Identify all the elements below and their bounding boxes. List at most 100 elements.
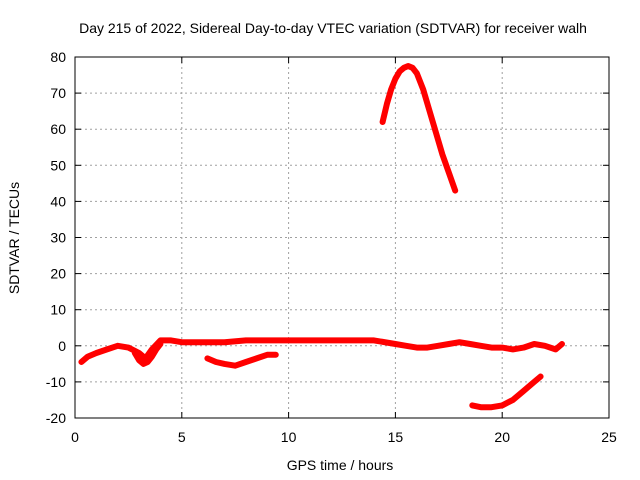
data-point (307, 338, 313, 343)
data-point (521, 388, 526, 394)
data-point (200, 339, 206, 345)
x-tick-label: 15 (388, 429, 404, 445)
series-line-segment-low-6-9h (204, 351, 279, 369)
series-layer (78, 63, 565, 411)
data-point (273, 352, 278, 358)
y-axis-label: SDTVAR / TECUs (6, 182, 22, 294)
x-tick-label: 5 (178, 429, 186, 445)
y-tick-label: 10 (50, 302, 66, 318)
data-point (145, 359, 150, 365)
series-line-segment-peak-14-18h (379, 63, 459, 194)
data-point (153, 347, 159, 352)
data-point (433, 130, 439, 136)
data-point (559, 341, 565, 347)
data-point (425, 345, 430, 350)
data-point (453, 188, 458, 193)
x-tick-label: 10 (281, 429, 297, 445)
data-point (410, 65, 415, 71)
data-point (371, 338, 377, 343)
chart-title: Day 215 of 2022, Sidereal Day-to-day VTE… (79, 20, 587, 36)
data-point (243, 338, 249, 343)
data-point (179, 339, 184, 345)
data-point (126, 345, 131, 350)
data-point (500, 403, 505, 408)
data-point (500, 345, 505, 350)
data-point (478, 404, 484, 410)
data-point (393, 341, 398, 347)
y-tick-label: -10 (46, 374, 66, 390)
data-point (457, 339, 462, 345)
data-point (141, 361, 146, 367)
data-point (190, 339, 195, 345)
data-point (446, 170, 451, 175)
y-tick-label: 80 (50, 49, 66, 65)
data-point (521, 345, 526, 350)
data-point (489, 345, 494, 350)
data-point (406, 63, 411, 69)
data-point (205, 356, 210, 361)
x-axis-label: GPS time / hours (287, 457, 394, 473)
y-tick-label: 0 (58, 338, 66, 354)
x-tick-label: 20 (494, 429, 510, 445)
data-point (213, 359, 219, 365)
data-point (384, 101, 390, 107)
data-point (401, 65, 407, 71)
y-tick-label: 70 (50, 85, 66, 101)
data-point (414, 71, 419, 76)
data-point (420, 87, 426, 92)
data-point (222, 361, 227, 367)
data-point (380, 119, 385, 125)
data-point (388, 87, 394, 92)
data-point (265, 338, 270, 343)
ticks: 0 5 10 15 20 25 -20 -10 0 10 20 30 40 50 60 70 80 (46, 49, 617, 445)
data-point (115, 343, 120, 348)
y-tick-label: 50 (50, 157, 66, 173)
data-point (85, 354, 91, 359)
data-point (94, 350, 99, 356)
data-point (532, 379, 537, 385)
data-point (435, 343, 441, 348)
y-tick-label: 30 (50, 230, 66, 246)
data-point (414, 345, 419, 350)
y-tick-label: -20 (46, 410, 66, 426)
data-point (136, 358, 142, 363)
data-point (478, 343, 484, 348)
data-point (446, 341, 451, 347)
data-point (243, 359, 249, 365)
data-point (542, 343, 548, 348)
y-tick-label: 20 (50, 266, 66, 282)
data-point (489, 404, 494, 410)
data-point (329, 338, 334, 343)
data-point (538, 374, 543, 379)
data-point (350, 338, 355, 343)
data-point (510, 347, 516, 352)
data-point (265, 352, 270, 358)
data-point (132, 350, 138, 356)
x-tick-label: 25 (601, 429, 617, 445)
data-point (254, 356, 259, 361)
data-point (104, 347, 110, 352)
data-point (168, 338, 174, 343)
data-point (286, 338, 291, 343)
grid (75, 57, 609, 418)
data-point (553, 347, 558, 352)
data-point (233, 363, 238, 368)
data-point (397, 69, 402, 74)
data-point (403, 343, 409, 348)
data-point (467, 341, 473, 347)
data-point (393, 76, 398, 81)
data-point (222, 339, 227, 345)
data-point (470, 403, 475, 408)
data-point (427, 108, 432, 114)
data-point (79, 359, 84, 365)
y-tick-label: 40 (50, 193, 66, 209)
x-tick-label: 0 (71, 429, 79, 445)
data-point (158, 341, 163, 347)
data-point (532, 341, 537, 347)
y-tick-label: 60 (50, 121, 66, 137)
series-line-segment-negative-19-22h (469, 373, 544, 411)
data-point (440, 152, 445, 157)
data-point (510, 397, 516, 403)
data-point (149, 354, 155, 359)
